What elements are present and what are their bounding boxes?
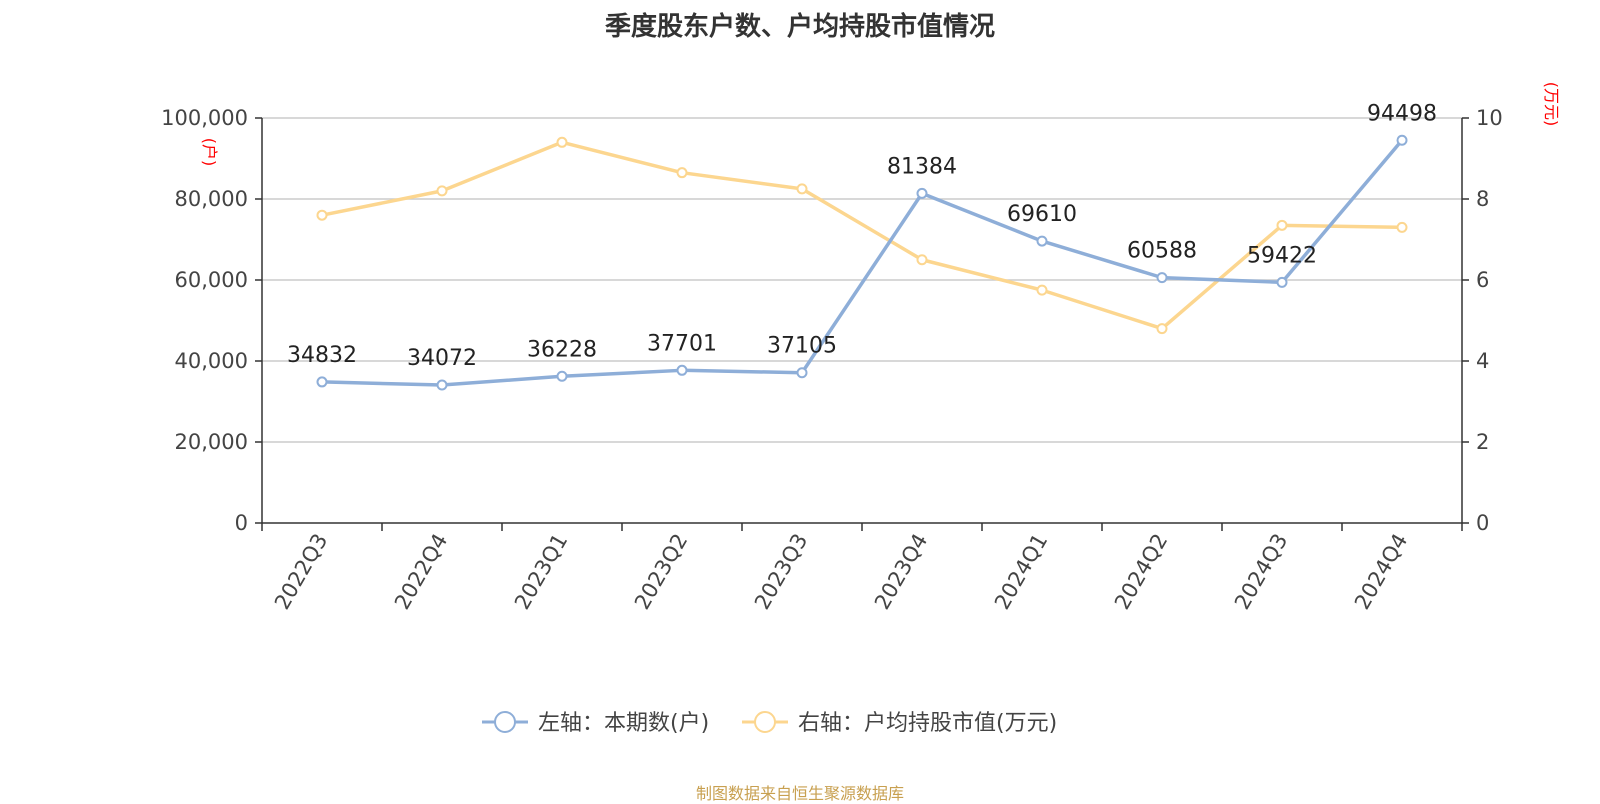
data-point [916, 187, 928, 199]
x-axis-tick-label: 2022Q3 [270, 530, 332, 614]
left-axis-tick-label: 80,000 [175, 187, 248, 211]
right-axis-tick-label: 8 [1476, 187, 1489, 211]
data-point [556, 136, 568, 148]
right-axis-tick-label: 0 [1476, 511, 1489, 535]
data-point [316, 209, 328, 221]
left-axis-tick-label: 0 [235, 511, 248, 535]
data-point [556, 370, 568, 382]
data-point [1036, 284, 1048, 296]
data-label: 60588 [1127, 239, 1197, 264]
data-point [436, 379, 448, 391]
data-label: 34832 [287, 343, 357, 368]
data-label: 36228 [527, 337, 597, 362]
x-axis-tick-label: 2024Q3 [1230, 530, 1292, 614]
data-point [1276, 219, 1288, 231]
legend-marker [754, 711, 776, 733]
data-point [676, 167, 688, 179]
x-axis-tick-label: 2023Q4 [870, 530, 932, 614]
data-point [676, 364, 688, 376]
x-axis-tick-label: 2023Q1 [510, 530, 572, 614]
data-label: 94498 [1367, 101, 1437, 126]
data-point [1156, 272, 1168, 284]
data-point [796, 367, 808, 379]
right-axis-tick-label: 2 [1476, 430, 1489, 454]
data-point [916, 254, 928, 266]
data-point [1276, 276, 1288, 288]
x-axis-tick-label: 2024Q2 [1110, 530, 1172, 614]
data-label: 59422 [1247, 243, 1317, 268]
left-axis-unit-label: (户) [200, 138, 219, 167]
data-label: 34072 [407, 346, 477, 371]
legend-label: 右轴：户均持股市值(万元) [798, 711, 1057, 736]
x-axis-tick-label: 2023Q3 [750, 530, 812, 614]
data-point [316, 376, 328, 388]
series-line [321, 140, 1403, 331]
data-label: 37701 [647, 331, 717, 356]
x-axis-tick-label: 2024Q4 [1350, 530, 1412, 614]
x-axis-tick-label: 2023Q2 [630, 530, 692, 614]
data-label: 81384 [887, 154, 957, 179]
right-axis-tick-label: 10 [1476, 106, 1503, 130]
data-point [1396, 134, 1408, 146]
data-point [796, 183, 808, 195]
source-note: 制图数据来自恒生聚源数据库 [695, 784, 904, 803]
legend-marker [494, 711, 516, 733]
left-axis-tick-label: 40,000 [175, 349, 248, 373]
legend-label: 左轴：本期数(户) [538, 711, 709, 736]
x-axis-tick-label: 2024Q1 [990, 530, 1052, 614]
data-label: 69610 [1007, 202, 1077, 227]
right-axis-unit-label: (万元) [1542, 82, 1561, 127]
data-label: 37105 [767, 334, 837, 359]
data-point [436, 185, 448, 197]
data-point [1036, 235, 1048, 247]
left-axis-tick-label: 20,000 [175, 430, 248, 454]
x-axis-tick-label: 2022Q4 [390, 530, 452, 614]
data-point [1396, 221, 1408, 233]
left-axis-tick-label: 100,000 [161, 106, 248, 130]
data-point [1156, 323, 1168, 335]
right-axis-tick-label: 4 [1476, 349, 1489, 373]
left-axis-tick-label: 60,000 [175, 268, 248, 292]
right-axis-tick-label: 6 [1476, 268, 1489, 292]
chart-title: 季度股东户数、户均持股市值情况 [604, 12, 995, 42]
series-line [321, 139, 1404, 387]
